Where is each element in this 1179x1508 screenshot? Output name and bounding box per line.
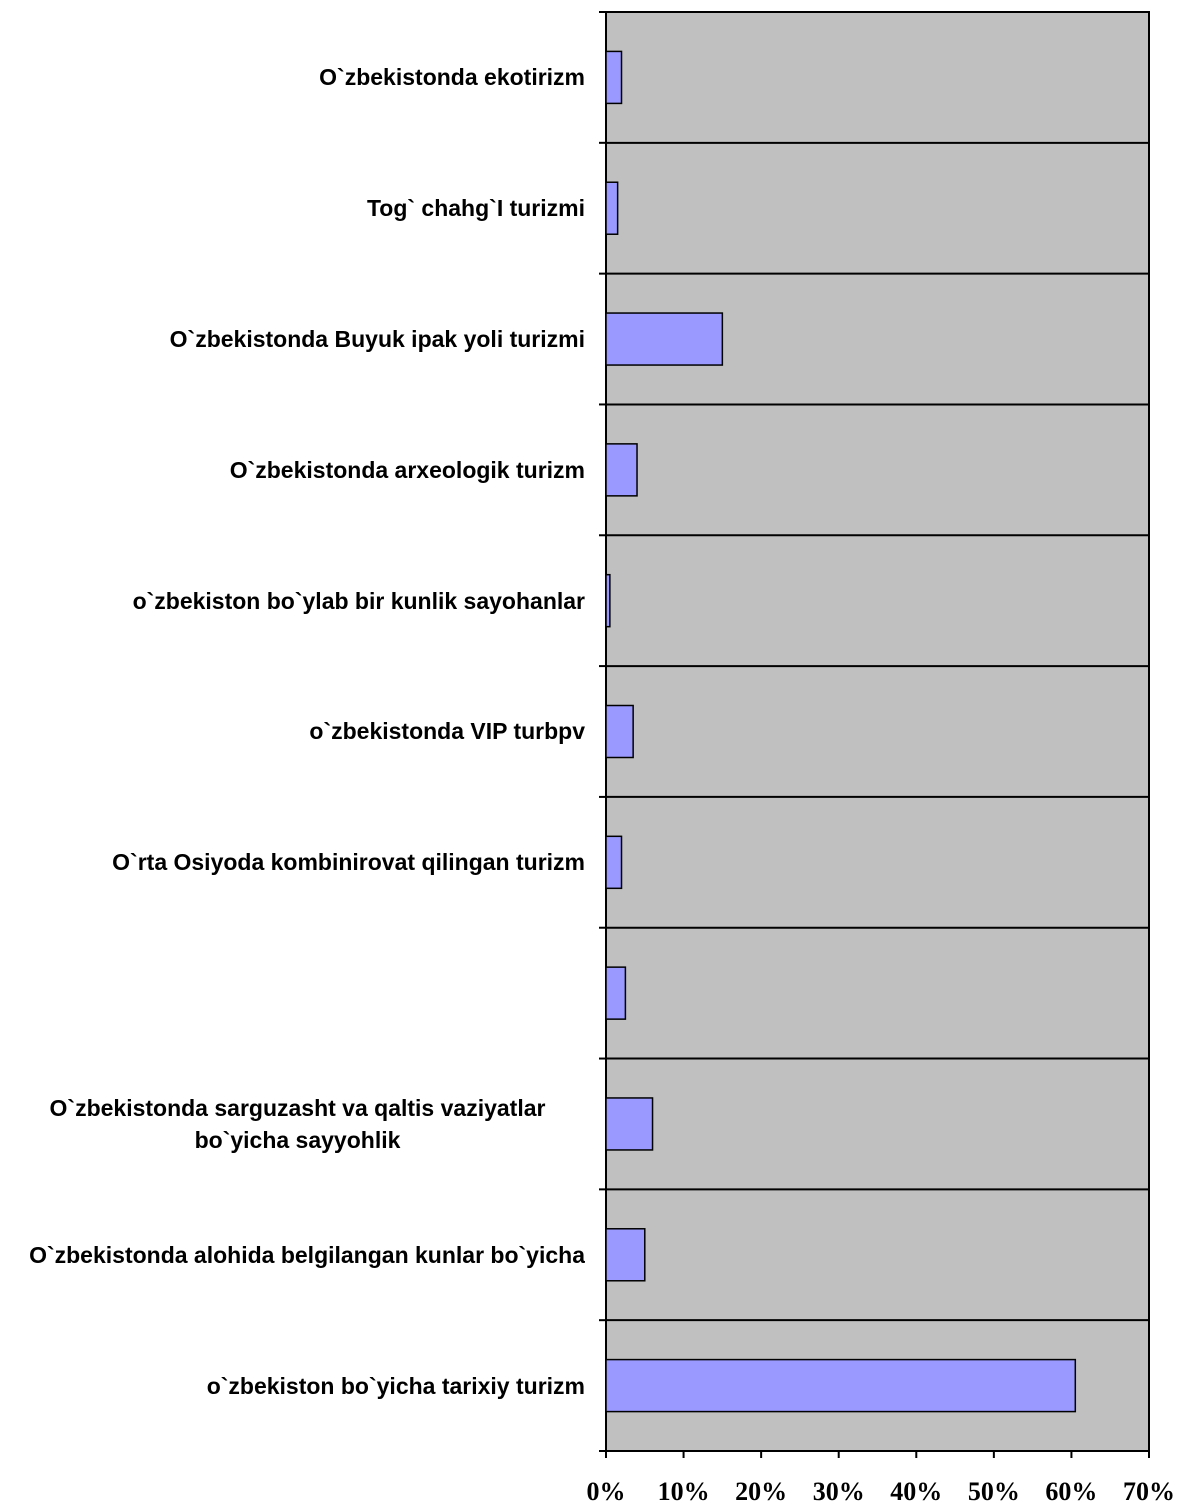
- bar: [605, 1358, 1077, 1413]
- plot-area: [605, 11, 1150, 1452]
- bar: [605, 966, 627, 1020]
- category-label: O`rta Osiyoda kombinirovat qilingan turi…: [112, 849, 585, 876]
- category-label-box: O`rta Osiyoda kombinirovat qilingan turi…: [0, 797, 585, 928]
- category-label-box: o`zbekiston bo`yicha tarixiy turizm: [0, 1320, 585, 1451]
- category-label-box: O`zbekistonda alohida belgilangan kunlar…: [0, 1189, 585, 1320]
- category-label-box: O`zbekistonda ekotirizm: [0, 12, 585, 143]
- category-label-box: o`zbekiston bo`ylab bir kunlik sayohanla…: [0, 535, 585, 666]
- category-label-box: Tog` chahg`I turizmi: [0, 143, 585, 274]
- category-label-box: O`zbekistonda arxeologik turizm: [0, 404, 585, 535]
- category-label-wrap: O`zbekistonda ekotirizm: [0, 12, 585, 143]
- x-tick-label: 20%: [735, 1477, 787, 1506]
- x-tick-label: 10%: [658, 1477, 710, 1506]
- bar: [605, 1097, 654, 1151]
- bar: [605, 312, 724, 366]
- bar: [605, 443, 638, 497]
- x-tick-label: 30%: [813, 1477, 865, 1506]
- category-label-box: O`zbekistonda sarguzasht va qaltis vaziy…: [0, 1059, 585, 1190]
- category-label: O`zbekistonda sarguzasht va qaltis vaziy…: [49, 1094, 546, 1153]
- category-label: o`zbekiston bo`yicha tarixiy turizm: [206, 1372, 585, 1399]
- category-label-wrap: O`zbekistonda alohida belgilangan kunlar…: [0, 1189, 585, 1320]
- x-tick-label: 70%: [1123, 1477, 1175, 1506]
- category-label: O`zbekistonda alohida belgilangan kunlar…: [29, 1241, 585, 1268]
- x-tick-label: 0%: [587, 1477, 626, 1506]
- category-label: o`zbekiston bo`ylab bir kunlik sayohanla…: [132, 587, 585, 614]
- category-label: O`zbekistonda Buyuk ipak yoli turizmi: [169, 326, 585, 353]
- x-tick-label: 60%: [1045, 1477, 1097, 1506]
- bar: [605, 573, 611, 628]
- bar: [605, 704, 634, 759]
- category-label-wrap: O`zbekistonda sarguzasht va qaltis vaziy…: [0, 1059, 585, 1190]
- bar: [605, 50, 623, 105]
- category-label: Tog` chahg`I turizmi: [366, 195, 585, 222]
- x-tick-label: 40%: [890, 1477, 942, 1506]
- category-label-wrap: o`zbekiston bo`ylab bir kunlik sayohanla…: [0, 535, 585, 666]
- bar: [605, 181, 619, 235]
- category-label-box: O`zbekistonda Buyuk ipak yoli turizmi: [0, 274, 585, 405]
- category-label-wrap: O`rta Osiyoda kombinirovat qilingan turi…: [0, 797, 585, 928]
- category-label: o`zbekistonda VIP turbpv: [309, 718, 585, 745]
- bar: [605, 1228, 646, 1282]
- category-label: O`zbekistonda arxeologik turizm: [229, 456, 585, 483]
- category-label-wrap: o`zbekistonda VIP turbpv: [0, 666, 585, 797]
- bar: [605, 835, 623, 890]
- x-tick-label: 50%: [968, 1477, 1020, 1506]
- category-label: O`zbekistonda ekotirizm: [319, 64, 585, 91]
- category-label-box: o`zbekistonda VIP turbpv: [0, 666, 585, 797]
- category-label-wrap: o`zbekiston bo`yicha tarixiy turizm: [0, 1320, 585, 1451]
- category-label-wrap: O`zbekistonda Buyuk ipak yoli turizmi: [0, 274, 585, 405]
- category-label-wrap: Tog` chahg`I turizmi: [0, 143, 585, 274]
- category-label-wrap: O`zbekistonda arxeologik turizm: [0, 404, 585, 535]
